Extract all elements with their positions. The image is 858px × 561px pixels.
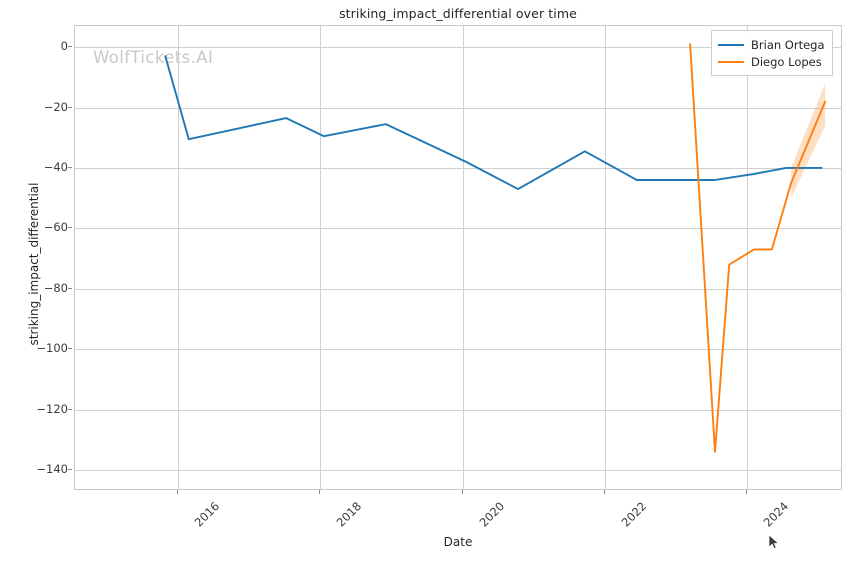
y-tick-mark (68, 408, 72, 410)
watermark-text: WolfTickets.AI (93, 48, 214, 67)
y-tick-mark (68, 468, 72, 470)
x-tick-label: 2020 (476, 499, 507, 530)
y-tick-label: −120 (36, 401, 68, 416)
x-tick-mark (603, 490, 605, 494)
x-tick-mark (319, 490, 321, 494)
gridline-horizontal (75, 469, 841, 471)
gridline-horizontal (75, 167, 841, 169)
gridline-horizontal (75, 349, 841, 351)
chart-title: striking_impact_differential over time (339, 6, 577, 21)
series-line (164, 55, 823, 190)
series-line (689, 43, 827, 453)
gridline-horizontal (75, 409, 841, 411)
legend-item[interactable]: Brian Ortega (718, 36, 825, 53)
y-axis-label: striking_impact_differential (27, 182, 41, 346)
gridline-horizontal (75, 47, 841, 49)
y-tick-mark (68, 227, 72, 229)
y-tick-label: −80 (43, 280, 68, 295)
x-axis-label: Date (443, 535, 473, 549)
gridline-horizontal (75, 107, 841, 109)
y-tick-label: −100 (36, 341, 68, 356)
legend-item[interactable]: Diego Lopes (718, 53, 825, 70)
gridline-vertical (462, 26, 464, 489)
y-tick-label: −20 (43, 99, 68, 114)
x-tick-label: 2016 (191, 499, 223, 530)
gridline-horizontal (75, 228, 841, 230)
plot-area: WolfTickets.AI (74, 25, 842, 490)
series-canvas (164, 43, 827, 453)
x-tick-label: 2024 (760, 499, 792, 530)
legend-color-swatch (718, 60, 744, 63)
legend-label: Diego Lopes (751, 54, 822, 69)
y-tick-mark (68, 46, 72, 48)
y-tick-label: −60 (43, 220, 68, 235)
gridline-vertical (178, 26, 180, 489)
gridline-vertical (604, 26, 606, 489)
x-axis-ticks: 2016 2018 2020 2022 2024 (74, 490, 842, 550)
legend-color-swatch (718, 43, 744, 46)
y-tick-label: −40 (43, 159, 68, 174)
x-tick-label: 2022 (618, 499, 649, 530)
x-tick-mark (177, 490, 179, 494)
gridline-horizontal (75, 288, 841, 290)
y-tick-mark (68, 348, 72, 350)
y-tick-mark (68, 287, 72, 289)
gridline-vertical (747, 26, 748, 489)
x-tick-mark (746, 490, 747, 494)
gridline-vertical (320, 26, 322, 489)
x-tick-label: 2018 (333, 499, 365, 530)
y-tick-mark (68, 106, 72, 108)
y-axis-ticks: 0 −20 −40 −60 −80 −100 −120 −140 (0, 25, 72, 490)
chart-legend: Brian Ortega Diego Lopes (711, 30, 833, 76)
x-tick-mark (461, 490, 463, 494)
y-tick-label: −140 (36, 461, 68, 476)
legend-label: Brian Ortega (751, 37, 825, 52)
y-tick-mark (68, 166, 72, 168)
y-tick-label: 0 (60, 39, 68, 54)
mouse-cursor-icon (768, 534, 780, 550)
